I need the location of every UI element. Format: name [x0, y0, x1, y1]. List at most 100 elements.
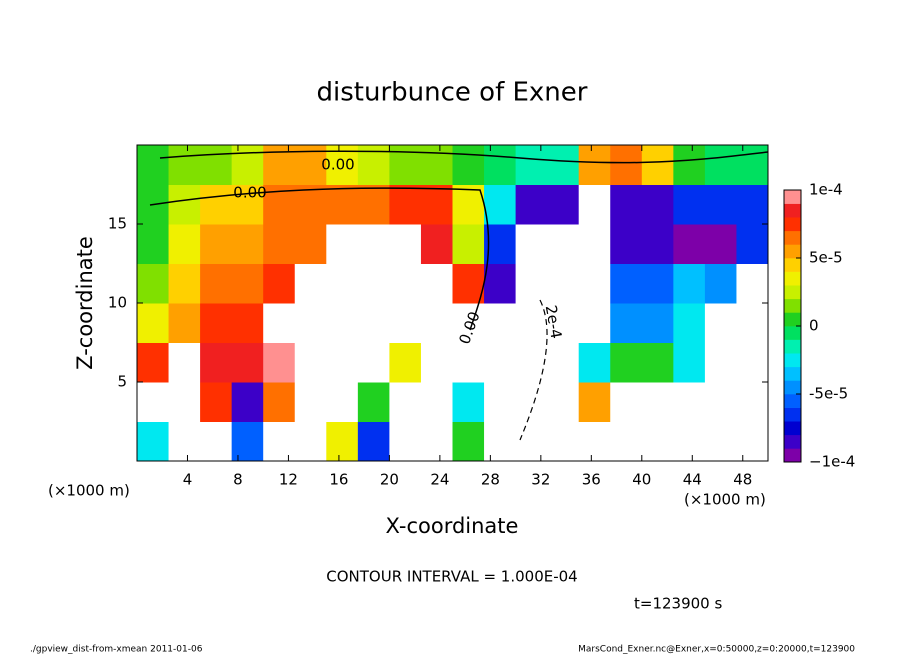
- colorbar-band: [784, 326, 801, 340]
- field-cell: [484, 145, 517, 185]
- x-tick-label: 8: [233, 471, 243, 489]
- field-cell: [515, 145, 548, 185]
- x-tick-label: 24: [430, 471, 449, 489]
- field-cell: [547, 184, 580, 225]
- colorbar-tick-label: 1e-4: [809, 181, 843, 199]
- x-tick-label: 40: [632, 471, 651, 489]
- field-cell: [515, 184, 548, 225]
- field-cell: [704, 224, 737, 264]
- field-cell: [200, 263, 233, 304]
- field-cell: [736, 224, 769, 264]
- field-cell: [420, 184, 453, 225]
- contour-line: [159, 150, 769, 164]
- field-cell: [168, 421, 201, 462]
- x-tick-label: 20: [380, 471, 399, 489]
- contour-label: 2e-4: [542, 304, 566, 340]
- field-cell: [137, 224, 170, 264]
- contour-line: [519, 299, 548, 441]
- field-cell: [736, 145, 769, 185]
- field-cell: [294, 184, 327, 225]
- colorbar-band: [784, 353, 801, 368]
- field-cell: [137, 303, 170, 343]
- field-cell: [641, 303, 674, 343]
- field-cell: [452, 421, 485, 462]
- field-cell: [484, 224, 517, 264]
- field-cell: [168, 303, 201, 343]
- contour-label: 0.00: [321, 156, 354, 174]
- x-axis-label: X-coordinate: [386, 514, 519, 538]
- colorbar-band: [784, 203, 801, 218]
- field-cell: [168, 382, 201, 422]
- field-cell: [231, 145, 264, 185]
- field-cell: [326, 184, 359, 225]
- field-cell: [420, 382, 453, 422]
- colorbar-tick-label: 5e-5: [809, 249, 843, 267]
- field-cell: [452, 263, 485, 304]
- field-cell: [294, 421, 327, 462]
- field-cell: [231, 303, 264, 343]
- field-cell: [231, 184, 264, 225]
- field-cell: [736, 421, 769, 462]
- contour-line: [149, 187, 490, 331]
- field-cell: [547, 382, 580, 422]
- field-cell: [389, 303, 422, 343]
- field-cell: [610, 342, 643, 383]
- x-tick-label: 16: [329, 471, 348, 489]
- x-tick-label: 28: [481, 471, 500, 489]
- field-cell: [578, 382, 611, 422]
- field-cell: [547, 145, 580, 185]
- field-cell: [547, 263, 580, 304]
- field-cell: [641, 184, 674, 225]
- field-cell: [263, 421, 296, 462]
- colorbar-band: [784, 366, 801, 381]
- colorbar-tick-label: -5e-5: [809, 385, 848, 403]
- x-tick-label: 36: [582, 471, 601, 489]
- field-cell: [452, 382, 485, 422]
- y-tick-label: 5: [117, 373, 127, 391]
- field-cell: [231, 382, 264, 422]
- field-cell: [326, 224, 359, 264]
- field-cell: [704, 263, 737, 304]
- colorbar-band: [784, 230, 801, 245]
- colorbar-band: [784, 312, 801, 327]
- field-cell: [547, 342, 580, 383]
- field-cell: [200, 421, 233, 462]
- field-cell: [357, 263, 390, 304]
- x-tick-label: 12: [279, 471, 298, 489]
- field-cell: [389, 224, 422, 264]
- field-cell: [357, 184, 390, 225]
- field-cell: [515, 303, 548, 343]
- field-cell: [736, 263, 769, 304]
- field-cell: [641, 263, 674, 304]
- colorbar-band: [784, 285, 801, 300]
- field-cell: [578, 263, 611, 304]
- field-cell: [168, 224, 201, 264]
- x-unit: (×1000 m): [684, 491, 766, 509]
- field-cell: [641, 224, 674, 264]
- field-cell: [137, 421, 170, 462]
- field-cell: [326, 303, 359, 343]
- footer-left: ./gpview_dist-from-xmean 2011-01-06: [30, 645, 203, 654]
- footer-right: MarsCond_Exner.nc@Exner,x=0:50000,z=0:20…: [578, 645, 855, 654]
- field-cell: [610, 184, 643, 225]
- contour-label: 0.00: [233, 184, 266, 202]
- colorbar-tick-label: −1e-4: [809, 453, 855, 471]
- field-cell: [452, 342, 485, 383]
- field-cell: [452, 303, 485, 343]
- field-cell: [736, 382, 769, 422]
- colorbar-band: [784, 394, 801, 408]
- field-cell: [294, 382, 327, 422]
- field-cell: [610, 382, 643, 422]
- field-cell: [452, 145, 485, 185]
- field-cell: [610, 303, 643, 343]
- field-cell: [704, 342, 737, 383]
- field-cell: [515, 382, 548, 422]
- field-cell: [484, 263, 517, 304]
- field-cell: [326, 382, 359, 422]
- field-cell: [231, 263, 264, 304]
- field-cell: [420, 145, 453, 185]
- field-cell: [420, 303, 453, 343]
- field-cell: [484, 184, 517, 225]
- colorbar-band: [784, 448, 801, 463]
- field-cell: [326, 342, 359, 383]
